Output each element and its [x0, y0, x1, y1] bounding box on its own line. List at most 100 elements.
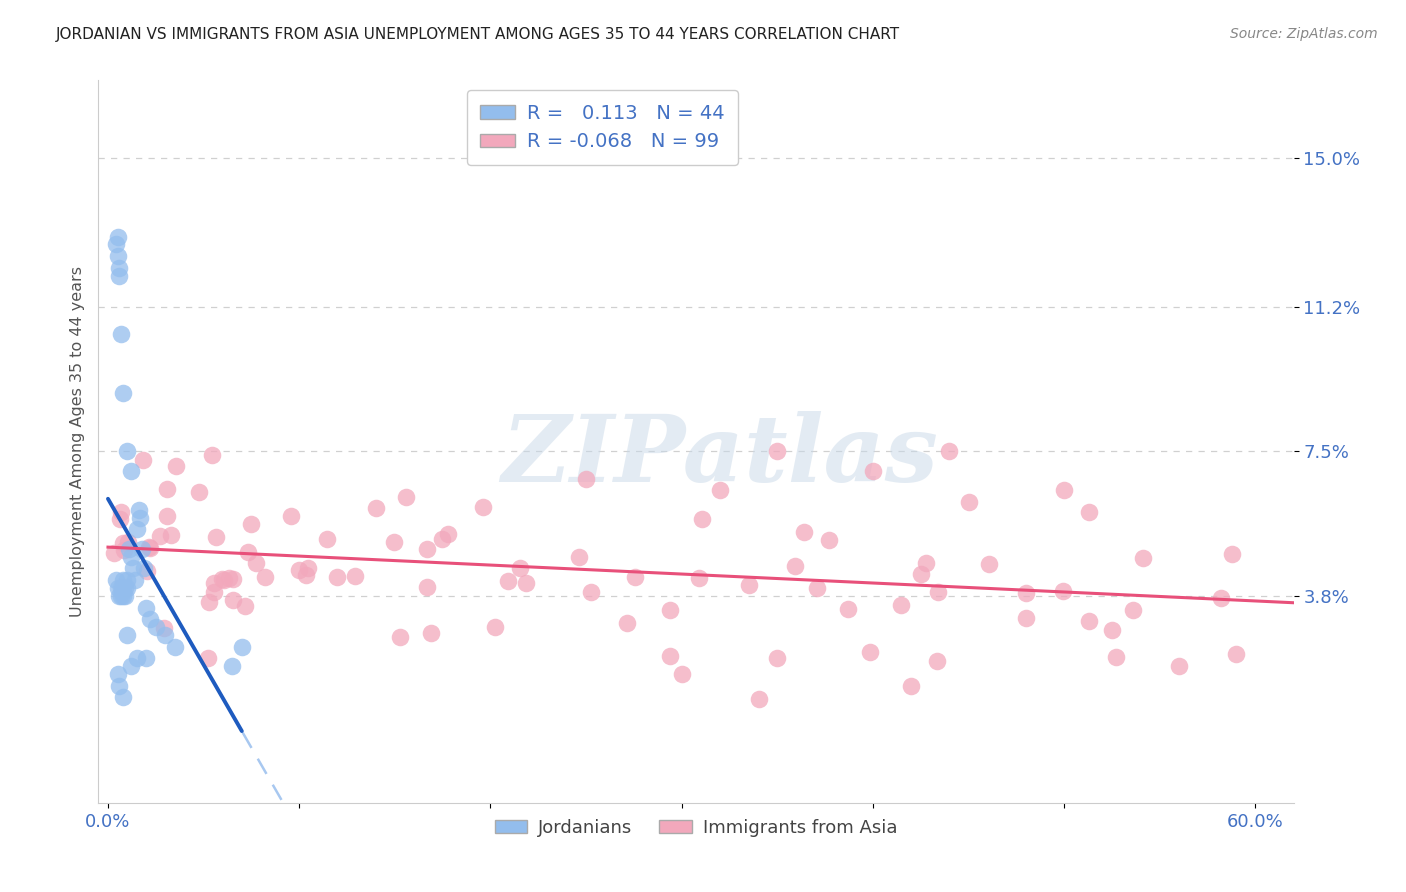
Point	[108, 268, 131, 283]
Point	[280, 508, 302, 523]
Point	[1167, 659, 1189, 673]
Point	[925, 654, 948, 668]
Point	[420, 625, 443, 640]
Point	[153, 621, 176, 635]
Point	[297, 561, 319, 575]
Point	[236, 544, 259, 558]
Point	[197, 650, 219, 665]
Point	[295, 568, 318, 582]
Point	[156, 508, 179, 523]
Point	[1225, 647, 1247, 661]
Point	[156, 483, 179, 497]
Point	[115, 581, 138, 595]
Point	[135, 651, 157, 665]
Point	[115, 628, 138, 642]
Point	[115, 444, 138, 458]
Point	[690, 512, 713, 526]
Point	[240, 517, 263, 532]
Point	[737, 578, 759, 592]
Point	[205, 531, 228, 545]
Point	[659, 603, 682, 617]
Point	[688, 571, 710, 585]
Point	[145, 620, 167, 634]
Point	[862, 464, 884, 478]
Point	[211, 572, 233, 586]
Point	[395, 490, 418, 504]
Point	[471, 500, 494, 515]
Point	[818, 533, 841, 547]
Point	[222, 592, 245, 607]
Point	[125, 523, 148, 537]
Point	[120, 659, 142, 673]
Point	[112, 573, 135, 587]
Point	[388, 631, 411, 645]
Point	[114, 581, 136, 595]
Point	[709, 483, 731, 498]
Point	[766, 444, 789, 458]
Point	[496, 574, 519, 588]
Point	[415, 580, 437, 594]
Point	[416, 542, 439, 557]
Point	[107, 667, 129, 681]
Legend: Jordanians, Immigrants from Asia: Jordanians, Immigrants from Asia	[488, 812, 904, 845]
Point	[253, 570, 276, 584]
Point	[221, 659, 243, 673]
Point	[231, 640, 253, 654]
Point	[1015, 611, 1038, 625]
Point	[110, 581, 132, 595]
Point	[1101, 623, 1123, 637]
Point	[108, 679, 131, 693]
Point	[914, 557, 936, 571]
Point	[957, 495, 980, 509]
Point	[1078, 505, 1101, 519]
Point	[568, 550, 591, 565]
Point	[120, 464, 142, 478]
Point	[671, 667, 693, 681]
Point	[748, 692, 770, 706]
Point	[160, 528, 183, 542]
Point	[107, 229, 129, 244]
Point	[766, 651, 789, 665]
Point	[155, 628, 177, 642]
Point	[149, 529, 172, 543]
Point	[1078, 614, 1101, 628]
Point	[659, 648, 682, 663]
Point	[112, 543, 135, 558]
Point	[233, 599, 256, 613]
Point	[927, 585, 949, 599]
Point	[132, 453, 155, 467]
Point	[125, 651, 148, 665]
Point	[112, 385, 135, 400]
Point	[120, 549, 142, 564]
Point	[107, 249, 129, 263]
Point	[138, 540, 160, 554]
Point	[112, 581, 135, 595]
Point	[579, 585, 602, 599]
Point	[1132, 550, 1154, 565]
Point	[163, 640, 186, 654]
Point	[785, 559, 807, 574]
Point	[129, 510, 152, 524]
Point	[139, 541, 162, 555]
Point	[1053, 483, 1076, 498]
Point	[124, 573, 146, 587]
Point	[110, 589, 132, 603]
Point	[115, 573, 138, 587]
Point	[977, 557, 1000, 571]
Point	[1015, 585, 1038, 599]
Text: JORDANIAN VS IMMIGRANTS FROM ASIA UNEMPLOYMENT AMONG AGES 35 TO 44 YEARS CORRELA: JORDANIAN VS IMMIGRANTS FROM ASIA UNEMPL…	[56, 27, 900, 42]
Point	[202, 585, 225, 599]
Point	[316, 532, 339, 546]
Point	[112, 536, 135, 550]
Point	[890, 598, 912, 612]
Point	[202, 575, 225, 590]
Point	[624, 570, 647, 584]
Point	[793, 525, 815, 540]
Point	[131, 541, 153, 556]
Point	[135, 600, 157, 615]
Point	[1105, 649, 1128, 664]
Point	[107, 581, 129, 595]
Point	[515, 576, 537, 591]
Point	[165, 459, 187, 474]
Point	[245, 557, 267, 571]
